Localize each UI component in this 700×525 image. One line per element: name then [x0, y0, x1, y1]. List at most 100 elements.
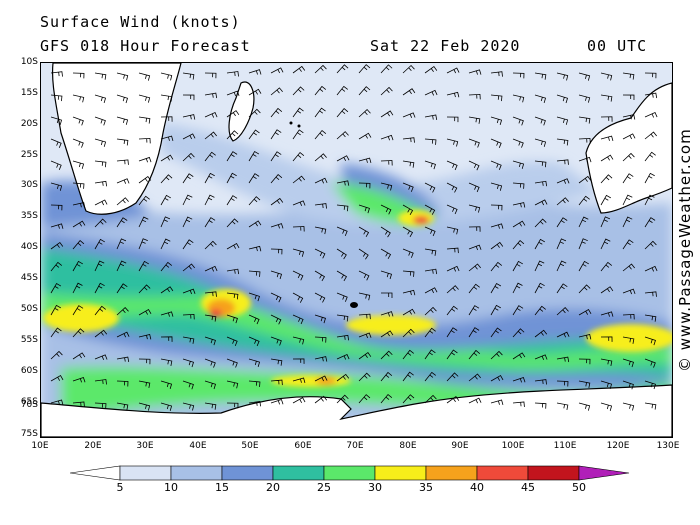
wind-barb [182, 133, 196, 140]
wind-barb [512, 282, 523, 294]
wind-barb [50, 327, 62, 338]
wind-barb [50, 282, 62, 294]
wind-barb [270, 129, 282, 140]
wind-barb [72, 116, 84, 126]
colorbar-label-20: 20 [266, 481, 280, 494]
wind-barb [248, 88, 262, 96]
wind-barb [600, 311, 614, 317]
colorbar-label-10: 10 [164, 481, 178, 494]
wind-barb [314, 226, 327, 235]
wind-barb [138, 156, 152, 163]
wind-barb [116, 356, 130, 363]
wind-barb [424, 182, 436, 193]
wind-barb [314, 395, 328, 404]
lon-label-90e: 90E [451, 441, 469, 451]
wind-barb [556, 94, 569, 104]
islands [289, 121, 358, 308]
wind-barb [644, 111, 658, 118]
wind-barb [204, 92, 218, 99]
colorbar-swatch [527, 465, 580, 481]
wind-barb [490, 71, 503, 77]
wind-barbs [50, 64, 658, 411]
wind-barb [424, 287, 438, 294]
wind-barb [226, 195, 238, 206]
wind-barb [424, 204, 436, 215]
wind-barb [50, 261, 63, 272]
wind-barb [446, 116, 459, 123]
wind-barb [578, 402, 591, 411]
wind-barb [138, 94, 151, 103]
wind-barb [270, 107, 283, 118]
wind-barb [116, 197, 129, 206]
wind-barb [94, 238, 105, 250]
map-title: Surface Wind (knots) [40, 13, 241, 31]
wind-barb [336, 131, 349, 140]
wind-barb [512, 376, 526, 383]
wind-barb [446, 305, 458, 316]
wind-barb [314, 177, 328, 184]
wind-barb [358, 352, 372, 360]
wind-barb [116, 217, 128, 228]
wind-barb [534, 199, 548, 206]
wind-barb [424, 327, 436, 338]
wind-barb [534, 379, 547, 385]
wind-barb [644, 336, 656, 346]
wind-barb [248, 129, 260, 140]
wind-barb [226, 336, 238, 347]
wind-barb [72, 182, 85, 189]
wind-barb [72, 160, 85, 169]
lon-label-130e: 130E [656, 441, 680, 451]
wind-barb [402, 371, 414, 382]
wind-barb [138, 195, 150, 206]
wind-barb [358, 332, 372, 339]
wind-barb [314, 248, 326, 259]
wind-barb [314, 356, 328, 362]
wind-barb [204, 240, 217, 250]
wind-barb [644, 131, 658, 140]
wind-barb [424, 394, 437, 404]
wind-barb [160, 194, 171, 206]
wind-barb [380, 86, 393, 96]
wind-barb [204, 217, 216, 228]
wind-barb [72, 220, 86, 228]
wind-barb [402, 204, 414, 216]
lat-label-35s: 35S [20, 211, 38, 221]
wind-barb [204, 194, 215, 206]
wind-barb [622, 173, 634, 184]
wind-barb [490, 304, 501, 316]
wind-barb [358, 226, 370, 238]
wind-barb [94, 305, 106, 316]
wind-barb [490, 182, 503, 191]
island-dot [297, 124, 301, 128]
wind-barb [490, 327, 502, 338]
wind-barb [292, 107, 304, 118]
wind-barb [248, 292, 260, 302]
wind-barb [402, 248, 414, 258]
wind-barb [182, 72, 195, 80]
wind-barb [336, 155, 350, 162]
wind-barb [336, 394, 349, 404]
wind-barb [204, 112, 218, 118]
wind-barb [490, 138, 502, 148]
wind-barb [226, 130, 239, 140]
wind-barb [512, 352, 526, 360]
wind-barb [622, 288, 636, 295]
wind-barb [578, 308, 592, 316]
wind-barb [292, 200, 306, 206]
wind-barb [468, 69, 482, 75]
wind-barb [534, 94, 547, 104]
wind-barb [556, 72, 569, 81]
wind-barb [468, 182, 480, 193]
wind-barb [94, 402, 107, 409]
wind-barb [534, 238, 545, 250]
wind-barb [402, 349, 414, 360]
wind-barb [358, 108, 371, 118]
wind-barb [402, 137, 415, 143]
colorbar-label-25: 25 [317, 481, 331, 494]
wind-barb [160, 174, 173, 184]
wind-barb [160, 336, 173, 342]
wind-barb [182, 402, 195, 411]
wind-barb [468, 283, 480, 294]
wind-barb [138, 380, 151, 389]
wind-barb [336, 373, 350, 382]
